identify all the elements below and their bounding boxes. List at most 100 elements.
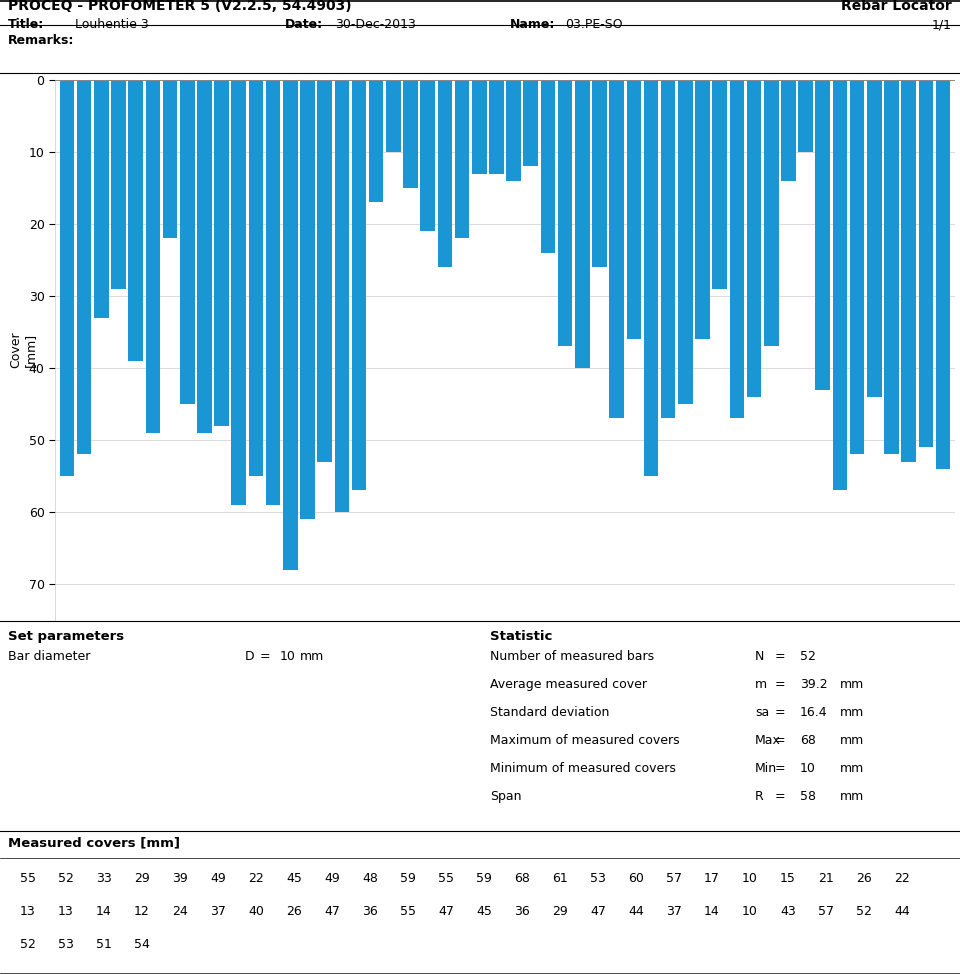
- Text: Set parameters: Set parameters: [8, 630, 124, 643]
- Text: mm: mm: [840, 734, 864, 747]
- Text: 15: 15: [780, 872, 796, 885]
- Bar: [214, 80, 228, 426]
- Text: 60: 60: [628, 872, 644, 885]
- Text: 45: 45: [476, 905, 492, 918]
- Text: 49: 49: [210, 872, 226, 885]
- Bar: [472, 80, 487, 173]
- Text: 10: 10: [742, 872, 757, 885]
- Text: =: =: [775, 650, 785, 663]
- Bar: [455, 80, 469, 239]
- Text: =: =: [260, 650, 271, 663]
- Text: 36: 36: [514, 905, 530, 918]
- Text: 47: 47: [438, 905, 454, 918]
- Text: 03.PE-SO: 03.PE-SO: [565, 18, 623, 31]
- Bar: [506, 80, 521, 181]
- Text: 13: 13: [58, 905, 74, 918]
- Text: 68: 68: [514, 872, 530, 885]
- Bar: [695, 80, 709, 339]
- Bar: [712, 80, 727, 289]
- Text: 12: 12: [134, 905, 150, 918]
- Bar: [197, 80, 212, 432]
- Text: mm: mm: [840, 678, 864, 691]
- Text: Span: Span: [490, 790, 521, 803]
- Bar: [351, 80, 367, 490]
- Bar: [420, 80, 435, 231]
- Bar: [540, 80, 555, 253]
- Text: 59: 59: [476, 872, 492, 885]
- Text: PROCEQ - PROFOMETER 5 (V2.2.5, 54.4903): PROCEQ - PROFOMETER 5 (V2.2.5, 54.4903): [8, 0, 351, 13]
- Bar: [146, 80, 160, 432]
- Bar: [231, 80, 246, 505]
- Text: mm: mm: [840, 762, 864, 775]
- Text: 30-Dec-2013: 30-Dec-2013: [335, 18, 416, 31]
- Text: 52: 52: [856, 905, 872, 918]
- Bar: [901, 80, 916, 462]
- Bar: [627, 80, 641, 339]
- Text: 47: 47: [590, 905, 606, 918]
- Bar: [592, 80, 607, 267]
- Y-axis label: Cover
[mm]: Cover [mm]: [9, 332, 37, 368]
- Text: Standard deviation: Standard deviation: [490, 706, 610, 719]
- Text: mm: mm: [840, 706, 864, 719]
- Text: Maximum of measured covers: Maximum of measured covers: [490, 734, 680, 747]
- Text: 52: 52: [20, 938, 36, 951]
- Text: 52: 52: [58, 872, 74, 885]
- Bar: [77, 80, 91, 455]
- Text: 37: 37: [666, 905, 682, 918]
- Text: 45: 45: [286, 872, 301, 885]
- Text: sa: sa: [755, 706, 769, 719]
- Bar: [318, 80, 332, 462]
- Text: 43: 43: [780, 905, 796, 918]
- Text: D: D: [245, 650, 254, 663]
- Bar: [815, 80, 830, 390]
- Text: 53: 53: [58, 938, 74, 951]
- Text: 58: 58: [800, 790, 816, 803]
- Bar: [747, 80, 761, 396]
- Text: 29: 29: [552, 905, 567, 918]
- Bar: [936, 80, 950, 468]
- Text: Remarks:: Remarks:: [8, 34, 74, 47]
- Text: R: R: [755, 790, 764, 803]
- Bar: [660, 80, 676, 419]
- Text: 55: 55: [438, 872, 454, 885]
- Text: 29: 29: [134, 872, 150, 885]
- Text: mm: mm: [840, 790, 864, 803]
- Bar: [369, 80, 383, 203]
- Bar: [764, 80, 779, 347]
- Bar: [850, 80, 864, 455]
- Text: 37: 37: [210, 905, 226, 918]
- Bar: [300, 80, 315, 519]
- Text: 47: 47: [324, 905, 340, 918]
- Text: 40: 40: [248, 905, 264, 918]
- Text: 14: 14: [96, 905, 111, 918]
- Text: 10: 10: [280, 650, 296, 663]
- Text: 14: 14: [704, 905, 720, 918]
- Bar: [575, 80, 589, 368]
- Bar: [644, 80, 659, 476]
- Bar: [386, 80, 400, 152]
- Bar: [60, 80, 74, 476]
- Text: 39: 39: [172, 872, 188, 885]
- Text: 10: 10: [742, 905, 757, 918]
- Bar: [884, 80, 899, 455]
- Bar: [129, 80, 143, 360]
- Text: Name:: Name:: [510, 18, 556, 31]
- Text: 22: 22: [248, 872, 264, 885]
- Text: 54: 54: [134, 938, 150, 951]
- Text: 24: 24: [172, 905, 188, 918]
- Text: 55: 55: [20, 872, 36, 885]
- Bar: [832, 80, 848, 490]
- Text: Minimum of measured covers: Minimum of measured covers: [490, 762, 676, 775]
- Text: Statistic: Statistic: [490, 630, 552, 643]
- Bar: [799, 80, 813, 152]
- Text: 52: 52: [800, 650, 816, 663]
- Text: Bar diameter: Bar diameter: [8, 650, 90, 663]
- Text: mm: mm: [300, 650, 324, 663]
- Text: 53: 53: [590, 872, 606, 885]
- Text: 55: 55: [400, 905, 416, 918]
- Text: 13: 13: [20, 905, 36, 918]
- Text: 10: 10: [800, 762, 816, 775]
- Text: =: =: [775, 678, 785, 691]
- Bar: [334, 80, 349, 512]
- Bar: [111, 80, 126, 289]
